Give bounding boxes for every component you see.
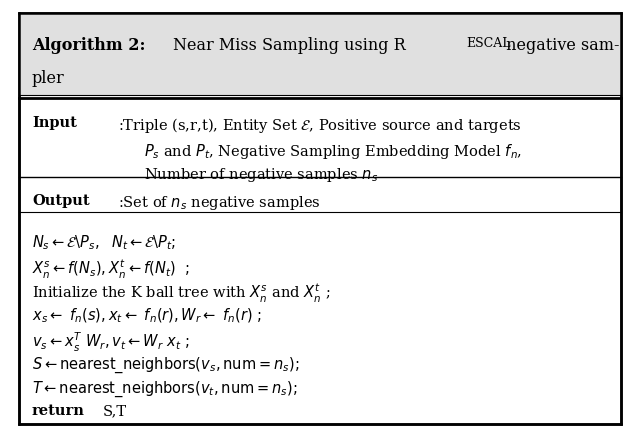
Text: $X_n^s \leftarrow f(N_s), X_n^t \leftarrow f(N_t)$  ;: $X_n^s \leftarrow f(N_s), X_n^t \leftarr…	[32, 258, 189, 281]
Text: $P_s$ and $P_t$, Negative Sampling Embedding Model $f_n$,: $P_s$ and $P_t$, Negative Sampling Embed…	[144, 142, 522, 161]
Text: $T \leftarrow \mathrm{nearest\_neighbors}(v_t,\mathrm{num}=n_s)$;: $T \leftarrow \mathrm{nearest\_neighbors…	[32, 380, 298, 399]
Text: $N_s \leftarrow \mathcal{E}\backslash P_s,\ \ N_t \leftarrow \mathcal{E}\backsla: $N_s \leftarrow \mathcal{E}\backslash P_…	[32, 233, 176, 252]
Text: negative sam-: negative sam-	[501, 37, 620, 54]
Text: ESCAL: ESCAL	[466, 37, 511, 50]
Text: pler: pler	[32, 70, 65, 87]
Bar	[19, 13, 621, 96]
Text: Input: Input	[32, 116, 77, 130]
Text: Number of negative samples $n_s$: Number of negative samples $n_s$	[144, 166, 378, 184]
Text: $v_s \leftarrow x_s^T\ W_r, v_t \leftarrow W_r\ x_t$ ;: $v_s \leftarrow x_s^T\ W_r, v_t \leftarr…	[32, 331, 190, 354]
Text: Algorithm 2:: Algorithm 2:	[32, 37, 145, 54]
Text: :Triple (s,r,t), Entity Set $\mathcal{E}$, Positive source and targets: :Triple (s,r,t), Entity Set $\mathcal{E}…	[118, 116, 522, 135]
Text: Output: Output	[32, 194, 90, 208]
Text: return: return	[32, 404, 85, 418]
Text: Initialize the K ball tree with $X_n^s$ and $X_n^t$ ;: Initialize the K ball tree with $X_n^s$ …	[32, 282, 330, 305]
Text: :Set of $n_s$ negative samples: :Set of $n_s$ negative samples	[118, 194, 321, 212]
Text: S,T: S,T	[102, 404, 127, 418]
Text: $S \leftarrow \mathrm{nearest\_neighbors}(v_s,\mathrm{num}=n_s)$;: $S \leftarrow \mathrm{nearest\_neighbors…	[32, 355, 300, 375]
Text: Near Miss Sampling using R: Near Miss Sampling using R	[173, 37, 406, 54]
Text: $x_s \leftarrow\ f_n(s), x_t \leftarrow\ f_n(r), W_r \leftarrow\ f_n(r)$ ;: $x_s \leftarrow\ f_n(s), x_t \leftarrow\…	[32, 307, 262, 325]
